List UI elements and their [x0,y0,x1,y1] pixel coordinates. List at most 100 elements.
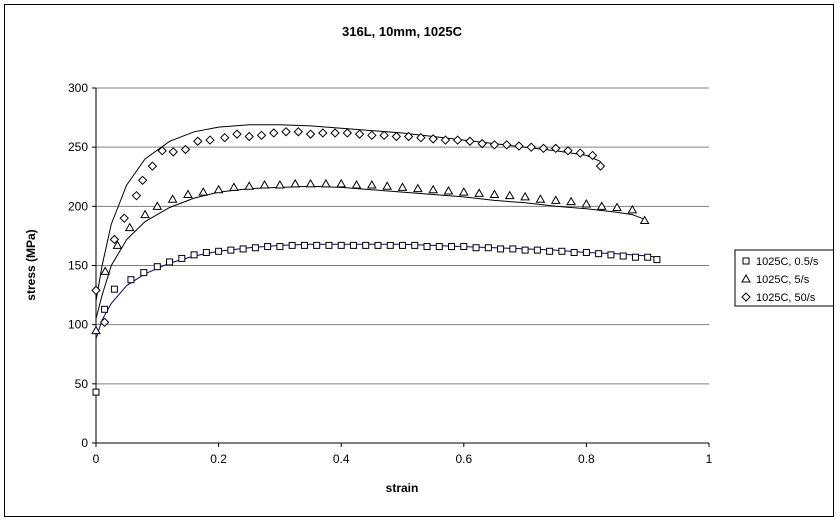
data-point-square [558,247,566,255]
data-point-triangle [140,209,150,219]
data-point-diamond [563,146,573,156]
data-point-diamond [403,131,414,142]
data-point-diamond [281,127,291,137]
y-tick-label: 0 [81,436,88,450]
data-point-triangle [535,194,546,203]
data-point-triangle [152,201,163,210]
series-square [92,241,661,396]
data-point-square [92,388,100,396]
data-point-diamond [157,146,167,156]
data-point-square [178,254,186,262]
data-point-triangle [321,178,331,188]
data-point-square [190,251,198,259]
data-point-diamond [595,161,606,171]
data-point-diamond [330,128,340,138]
data-point-diamond [109,234,120,245]
chart-title: 316L, 10mm, 1025C [342,24,463,39]
data-point-triangle [639,215,650,225]
data-point-triangle [581,198,592,208]
data-point-diamond [465,136,475,146]
data-point-triangle [244,181,255,190]
data-point-triangle [91,325,101,335]
data-point-diamond [538,143,549,154]
data-point-square [497,245,505,253]
x-tick-label: 0 [93,452,100,466]
data-point-diamond [354,129,365,139]
data-point-square [127,276,135,284]
data-point-square [460,243,468,251]
chart-area: 316L, 10mm, 1025C 0 50 100 150 200 250 300 0 0.2… [4,4,834,517]
data-point-square [521,246,529,254]
data-point-square [546,247,554,255]
data-point-square [619,252,627,260]
data-point-triangle [366,180,377,189]
data-point-diamond [477,138,487,149]
data-point-diamond [502,140,512,150]
y-tick-label: 50 [75,377,89,391]
legend-label: 1025C, 0.5/s [756,256,819,268]
data-point-square [239,245,247,253]
data-point-diamond [489,140,500,150]
data-point-square [399,241,406,249]
data-point-square [300,241,308,249]
data-point-square [337,241,345,249]
data-point-diamond [119,213,129,223]
data-point-square [582,248,590,256]
data-point-square [533,246,541,254]
data-point-diamond [232,129,242,139]
data-point-square [276,243,284,251]
data-point-triangle [428,184,439,194]
data-point-square [110,285,118,293]
data-point-diamond [205,135,215,145]
data-point-diamond [575,148,585,158]
data-point-triangle [612,202,622,212]
data-point-square [644,253,652,261]
data-point-diamond [428,134,438,144]
series-triangle [91,178,650,335]
data-point-square [362,241,370,249]
data-point-diamond [99,317,110,328]
data-point-diamond [452,135,463,145]
x-tick-label: 0.2 [210,452,227,466]
data-point-diamond [379,130,389,141]
data-point-triangle [474,188,484,197]
data-point-square [653,256,661,264]
data-point-triangle [124,222,135,232]
data-point-square [325,241,333,249]
data-point-triangle [382,181,393,190]
data-point-square [509,245,517,253]
x-tick-label: 0.4 [333,452,350,466]
data-point-diamond [220,132,230,143]
data-point-square [570,248,578,256]
data-point-diamond [551,143,561,154]
y-tick-label: 250 [68,140,88,154]
data-point-triangle [458,187,469,196]
y-tick-label: 200 [68,199,88,213]
data-point-square [435,243,443,251]
data-point-diamond [440,135,451,145]
data-point-square [411,241,419,249]
x-tick-label: 0.6 [455,452,472,466]
data-point-diamond [131,190,142,201]
data-point-square [101,305,109,313]
data-point-diamond [587,150,598,161]
x-axis-title: strain [386,481,419,495]
data-point-triangle [520,191,530,201]
data-point-triangle [198,187,209,196]
data-point-diamond [342,128,353,138]
data-point-square [215,247,223,255]
data-point-triangle [566,196,576,206]
data-point-diamond [269,128,279,138]
data-point-square [423,243,431,251]
data-point-triangle [550,195,561,204]
legend: 1025C, 0.5/s 1025C, 5/s 1025C, 50/s [734,249,833,307]
data-point-square [374,241,382,249]
data-point-triangle [290,178,301,188]
data-point-diamond [168,147,178,157]
data-point-triangle [213,184,224,194]
data-point-triangle [397,182,408,191]
data-point-triangle [627,204,638,214]
data-point-triangle [443,185,454,195]
data-point-triangle [183,189,193,198]
data-point-triangle [275,180,285,189]
